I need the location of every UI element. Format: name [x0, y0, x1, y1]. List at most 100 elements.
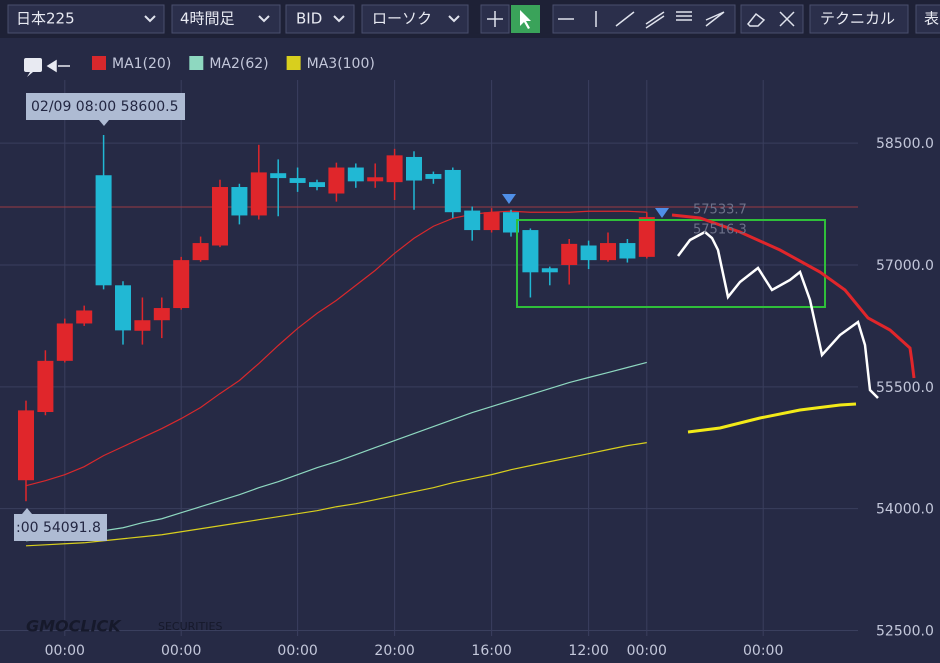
candle-body [289, 178, 306, 183]
table-button[interactable] [915, 4, 940, 34]
candle-body [328, 167, 345, 194]
ma-line [25, 210, 647, 487]
candle-body [95, 175, 112, 286]
collapse-icon[interactable] [46, 59, 70, 73]
candle-body [367, 177, 384, 182]
candle-body [503, 212, 519, 233]
erase-icons [746, 11, 795, 27]
legend-label: MA3(100) [307, 56, 375, 72]
legend: MA1(20) MA2(62) MA3(100) [92, 56, 375, 72]
signal-marker [502, 194, 516, 204]
legend-icon [24, 58, 70, 77]
chevron [333, 15, 345, 23]
pointer-icon [520, 10, 531, 29]
watermark: GMOCLICK [26, 617, 122, 636]
series [25, 210, 647, 547]
candle-body [561, 243, 578, 265]
symbol-select[interactable] [7, 4, 165, 34]
ma-line [25, 442, 647, 547]
toolbar-controls: 日本225 4時間足 BID ローソク テクニカル 表 [7, 4, 940, 34]
price-type: BID [296, 10, 322, 28]
legend-swatch [286, 56, 301, 70]
candle-body [309, 182, 325, 188]
chart-style-select[interactable] [361, 4, 469, 34]
candle-body [173, 260, 190, 309]
candle-body [522, 230, 539, 273]
candle-body [619, 243, 636, 259]
x-tick-label: 00:00 [627, 643, 667, 659]
legend-swatch [189, 56, 204, 70]
candles [18, 134, 655, 502]
high-tooltip [26, 93, 185, 120]
candle-body [406, 156, 422, 181]
price-tag: 57516.3 [693, 223, 747, 238]
legend-label: MA2(62) [209, 56, 268, 72]
candle-body [600, 243, 616, 261]
yellow-freehand [687, 402, 857, 434]
x-tick-label: 12:00 [568, 643, 608, 659]
candle-body [18, 410, 34, 481]
watermark-sub: SECURITIES [158, 620, 222, 633]
timeframe: 4時間足 [180, 10, 235, 28]
candle-body [153, 308, 170, 321]
x-tick-label: 20:00 [374, 643, 414, 659]
candle-body [250, 172, 267, 216]
high-tooltip-text: 02/09 08:00 58600.5 [31, 99, 179, 115]
crosshair-icon [487, 11, 503, 27]
x-tick-label: 00:00 [161, 643, 201, 659]
candle-body [541, 268, 558, 273]
chevron [258, 15, 270, 23]
table: 表 [924, 10, 939, 28]
red-freehand [671, 213, 916, 379]
symbol: 日本225 [16, 10, 75, 28]
range-box [516, 219, 826, 308]
low-tooltip [14, 514, 107, 541]
tooltip-tail [99, 120, 109, 126]
candle-body [76, 310, 93, 324]
y-tick-label: 52500.0 [876, 624, 934, 640]
chevron [448, 15, 460, 23]
candle-body [231, 187, 248, 216]
y-tick-label: 58500.0 [876, 136, 934, 152]
axes: 52500.0 54000.0 55500.0 57000.0 58500.0 00:00… [45, 136, 934, 659]
comment-tail [27, 72, 33, 77]
chevron [144, 15, 156, 23]
legend-swatch [92, 56, 106, 70]
candle-body [425, 174, 442, 179]
x-tick-label: 00:00 [45, 643, 85, 659]
drawings: 57533.7 57516.3 [502, 194, 916, 434]
erase-tools[interactable] [740, 4, 804, 34]
candle-body [134, 320, 151, 331]
technical-button[interactable] [809, 4, 909, 34]
candle-body [270, 173, 287, 179]
candle-body [347, 167, 364, 182]
candle-body [580, 245, 597, 261]
y-tick-label: 57000.0 [876, 258, 934, 274]
candle-body [444, 169, 461, 213]
y-tick-label: 54000.0 [876, 502, 934, 518]
x-tick-label: 16:00 [471, 643, 511, 659]
white-freehand [677, 230, 879, 399]
ma-line [25, 361, 647, 542]
signal-marker [655, 208, 669, 218]
x-tick-label: 00:00 [277, 643, 317, 659]
price-type-select[interactable] [285, 4, 355, 34]
draw-tools[interactable] [552, 4, 736, 34]
candle-body [386, 155, 403, 183]
candle-body [212, 187, 228, 246]
candle-body [483, 212, 500, 231]
candle-body [56, 323, 73, 361]
candle-body [37, 360, 54, 413]
candle-body [638, 217, 655, 257]
tooltip-tail [22, 508, 32, 514]
comment-icon[interactable] [24, 58, 42, 72]
chart-style: ローソク [372, 10, 432, 28]
candle-body [192, 243, 209, 261]
tooltips: 02/09 08:00 58600.5 :00 54091.8 [14, 93, 185, 541]
x-tick-label: 00:00 [743, 643, 783, 659]
legend-label: MA1(20) [112, 56, 171, 72]
candle-body [464, 210, 481, 231]
tool-icons [558, 11, 725, 29]
technical: テクニカル [820, 10, 895, 28]
